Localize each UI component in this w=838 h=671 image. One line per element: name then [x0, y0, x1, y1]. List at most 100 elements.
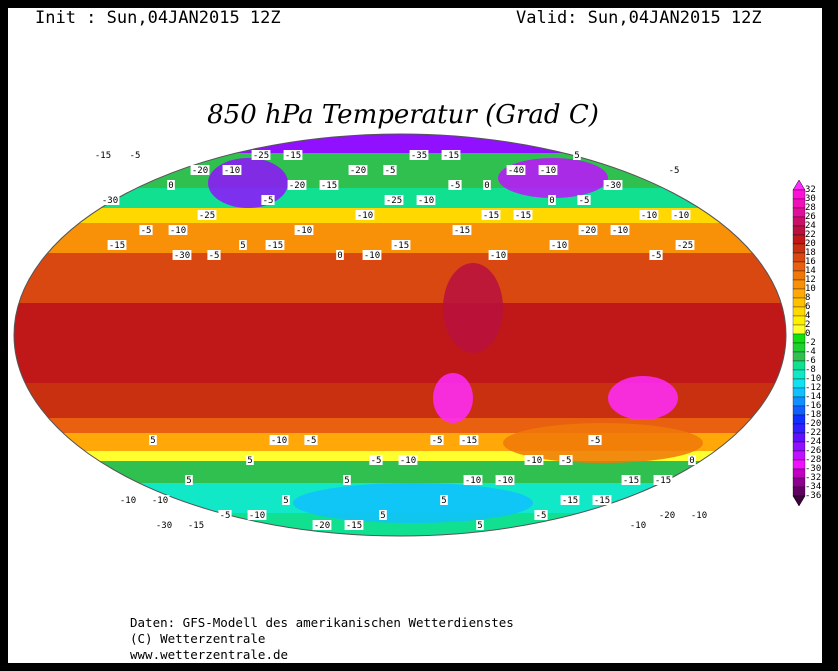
contour-label: -5 — [130, 151, 141, 161]
contour-label: -15 — [454, 226, 470, 236]
contour-label: -10 — [296, 226, 312, 236]
contour-label: -35 — [411, 151, 427, 161]
contour-label: -5 — [220, 511, 231, 521]
contour-label: -5 — [450, 181, 461, 191]
contour-label: -10 — [152, 496, 168, 506]
temperature-anomaly — [608, 376, 678, 420]
contour-label: 5 — [283, 496, 288, 506]
temperature-band — [14, 303, 786, 384]
contour-label: 5 — [441, 496, 446, 506]
map-canvas: Init : Sun,04JAN2015 12Z Valid: Sun,04JA… — [8, 8, 822, 663]
contour-label: 0 — [549, 196, 554, 206]
contour-label: -5 — [385, 166, 396, 176]
contour-label: -30 — [605, 181, 621, 191]
temperature-anomaly — [53, 134, 173, 183]
temperature-anomaly — [503, 423, 703, 463]
contour-label: -20 — [314, 521, 330, 531]
init-time: Init : Sun,04JAN2015 12Z — [35, 8, 281, 28]
contour-label: -25 — [677, 241, 693, 251]
contour-label: 5 — [344, 476, 349, 486]
map-title: 850 hPa Temperatur (Grad C) — [207, 100, 599, 130]
contour-label: -20 — [659, 511, 675, 521]
contour-label: -10 — [224, 166, 240, 176]
contour-label: -15 — [655, 476, 671, 486]
contour-label: -30 — [102, 196, 118, 206]
temperature-band — [14, 253, 786, 304]
contour-label: -15 — [346, 521, 362, 531]
contour-label: -5 — [561, 456, 572, 466]
contour-label: -25 — [199, 211, 215, 221]
contour-label: -10 — [418, 196, 434, 206]
contour-label: -10 — [490, 251, 506, 261]
contour-label: -5 — [263, 196, 274, 206]
contour-label: 5 — [380, 511, 385, 521]
contour-label: -20 — [289, 181, 305, 191]
contour-label: -10 — [364, 251, 380, 261]
contour-label: 0 — [484, 181, 489, 191]
contour-label: -5 — [669, 166, 680, 176]
contour-label: -10 — [465, 476, 481, 486]
contour-label: 5 — [240, 241, 245, 251]
contour-label: -5 — [651, 251, 662, 261]
contour-label: -30 — [156, 521, 172, 531]
contour-label: -30 — [174, 251, 190, 261]
contour-label: -5 — [209, 251, 220, 261]
contour-label: -20 — [580, 226, 596, 236]
temperature-anomaly — [433, 373, 473, 423]
contour-label: -10 — [630, 521, 646, 531]
contour-label: -5 — [590, 436, 601, 446]
contour-label: -15 — [461, 436, 477, 446]
contour-label: -5 — [371, 456, 382, 466]
footer-url[interactable]: www.wetterzentrale.de — [130, 647, 289, 662]
contour-label: -10 — [673, 211, 689, 221]
contour-label: -40 — [508, 166, 524, 176]
contour-label: -15 — [483, 211, 499, 221]
contour-label: -15 — [562, 496, 578, 506]
contour-label: -20 — [192, 166, 208, 176]
contour-label: -10 — [170, 226, 186, 236]
contour-label: -5 — [306, 436, 317, 446]
contour-label: -15 — [321, 181, 337, 191]
contour-label: -15 — [393, 241, 409, 251]
contour-label: -10 — [612, 226, 628, 236]
contour-label: -15 — [188, 521, 204, 531]
temperature-map[interactable]: -15 -20 -20 -25 -15 -20 -25 -30 -10 -5 -10 -15 -20 -3… — [13, 133, 788, 538]
footer-copyright: (C) Wetterzentrale — [130, 631, 266, 646]
contour-label: -10 — [691, 511, 707, 521]
contour-label: 0 — [689, 456, 694, 466]
contour-label: -15 — [594, 496, 610, 506]
contour-label: 5 — [150, 436, 155, 446]
contour-label: -15 — [267, 241, 283, 251]
contour-label: 5 — [477, 521, 482, 531]
contour-label: -10 — [526, 456, 542, 466]
contour-label: -10 — [641, 211, 657, 221]
contour-label: 5 — [186, 476, 191, 486]
contour-label: 0 — [337, 251, 342, 261]
contour-label: -15 — [515, 211, 531, 221]
contour-label: -10 — [357, 211, 373, 221]
contour-label: 0 — [168, 181, 173, 191]
contour-label: -15 — [109, 241, 125, 251]
contour-label: -25 — [253, 151, 269, 161]
contour-label: -15 — [623, 476, 639, 486]
contour-label: -10 — [120, 496, 136, 506]
contour-label: -5 — [432, 436, 443, 446]
contour-label: -15 — [443, 151, 459, 161]
temperature-anomaly — [498, 158, 608, 198]
contour-label: -20 — [350, 166, 366, 176]
contour-label: 5 — [247, 456, 252, 466]
contour-label: -10 — [400, 456, 416, 466]
contour-label: -10 — [551, 241, 567, 251]
footer-source: Daten: GFS-Modell des amerikanischen Wet… — [130, 615, 514, 630]
contour-label: -10 — [249, 511, 265, 521]
contour-label: -5 — [536, 511, 547, 521]
contour-label: -10 — [540, 166, 556, 176]
valid-time: Valid: Sun,04JAN2015 12Z — [516, 8, 762, 28]
temperature-anomaly — [293, 483, 533, 523]
contour-label: -25 — [386, 196, 402, 206]
contour-label: -15 — [95, 151, 111, 161]
contour-label: -5 — [579, 196, 590, 206]
contour-label: -10 — [271, 436, 287, 446]
contour-label: 5 — [574, 151, 579, 161]
